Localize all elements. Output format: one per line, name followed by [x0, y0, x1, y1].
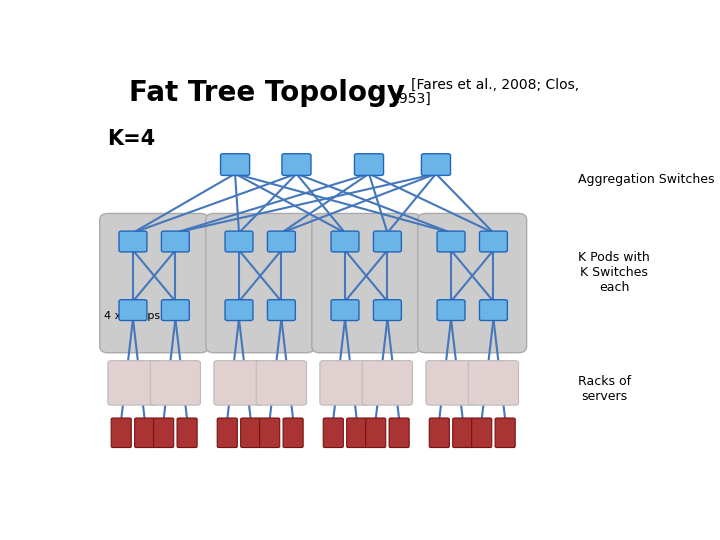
FancyBboxPatch shape	[267, 300, 295, 321]
FancyBboxPatch shape	[283, 418, 303, 448]
Text: 4 x 1Gbps: 4 x 1Gbps	[104, 312, 160, 321]
FancyBboxPatch shape	[437, 231, 465, 252]
FancyBboxPatch shape	[347, 418, 366, 448]
FancyBboxPatch shape	[220, 154, 250, 176]
FancyBboxPatch shape	[418, 213, 526, 353]
FancyBboxPatch shape	[312, 213, 420, 353]
Text: Racks of
servers: Racks of servers	[578, 375, 631, 403]
Text: Fat Tree Topology: Fat Tree Topology	[129, 79, 405, 107]
FancyBboxPatch shape	[256, 361, 307, 405]
Text: [Fares et al., 2008; Clos,: [Fares et al., 2008; Clos,	[411, 78, 579, 92]
FancyBboxPatch shape	[119, 231, 147, 252]
FancyBboxPatch shape	[282, 154, 311, 176]
FancyBboxPatch shape	[480, 231, 508, 252]
FancyBboxPatch shape	[100, 213, 209, 353]
FancyBboxPatch shape	[135, 418, 155, 448]
FancyBboxPatch shape	[366, 418, 386, 448]
FancyBboxPatch shape	[214, 361, 264, 405]
FancyBboxPatch shape	[480, 300, 508, 321]
FancyBboxPatch shape	[421, 154, 451, 176]
FancyBboxPatch shape	[225, 300, 253, 321]
FancyBboxPatch shape	[153, 418, 174, 448]
Text: K Pods with
K Switches
each: K Pods with K Switches each	[578, 251, 650, 294]
FancyBboxPatch shape	[374, 300, 401, 321]
FancyBboxPatch shape	[362, 361, 413, 405]
FancyBboxPatch shape	[161, 300, 189, 321]
FancyBboxPatch shape	[320, 361, 370, 405]
FancyBboxPatch shape	[495, 418, 516, 448]
FancyBboxPatch shape	[240, 418, 261, 448]
FancyBboxPatch shape	[108, 361, 158, 405]
FancyBboxPatch shape	[374, 231, 401, 252]
FancyBboxPatch shape	[161, 231, 189, 252]
Text: Aggregation Switches: Aggregation Switches	[578, 173, 715, 186]
FancyBboxPatch shape	[206, 213, 315, 353]
FancyBboxPatch shape	[225, 231, 253, 252]
FancyBboxPatch shape	[119, 300, 147, 321]
FancyBboxPatch shape	[453, 418, 473, 448]
Text: 1953]: 1953]	[390, 92, 431, 106]
FancyBboxPatch shape	[267, 231, 295, 252]
FancyBboxPatch shape	[468, 361, 518, 405]
FancyBboxPatch shape	[217, 418, 238, 448]
FancyBboxPatch shape	[389, 418, 409, 448]
FancyBboxPatch shape	[472, 418, 492, 448]
FancyBboxPatch shape	[354, 154, 384, 176]
FancyBboxPatch shape	[437, 300, 465, 321]
FancyBboxPatch shape	[323, 418, 343, 448]
FancyBboxPatch shape	[150, 361, 200, 405]
FancyBboxPatch shape	[331, 231, 359, 252]
FancyBboxPatch shape	[331, 300, 359, 321]
FancyBboxPatch shape	[111, 418, 131, 448]
FancyBboxPatch shape	[426, 361, 476, 405]
FancyBboxPatch shape	[177, 418, 197, 448]
FancyBboxPatch shape	[429, 418, 449, 448]
FancyBboxPatch shape	[260, 418, 279, 448]
Text: K=4: K=4	[107, 129, 155, 149]
